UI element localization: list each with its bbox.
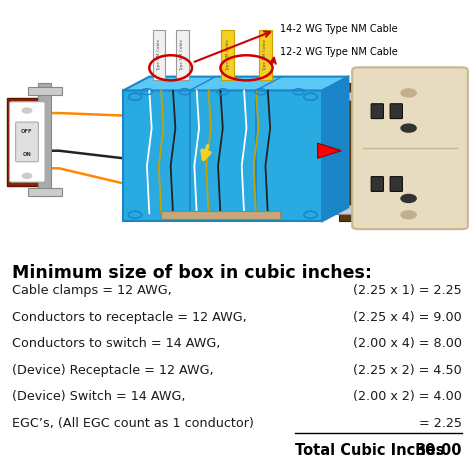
- Text: (2.25 x 4) = 9.00: (2.25 x 4) = 9.00: [353, 310, 462, 324]
- FancyBboxPatch shape: [16, 122, 38, 162]
- Text: (2.25 x 2) = 4.50: (2.25 x 2) = 4.50: [353, 364, 462, 377]
- Text: Type NM Cable: Type NM Cable: [157, 39, 161, 72]
- Circle shape: [401, 89, 416, 97]
- Text: Minimum size of box in cubic inches:: Minimum size of box in cubic inches:: [12, 264, 372, 282]
- Circle shape: [22, 173, 32, 178]
- Circle shape: [401, 124, 416, 132]
- Text: Total Cubic Inches: Total Cubic Inches: [295, 443, 445, 458]
- Bar: [153, 30, 165, 81]
- Text: Conductors to receptacle = 12 AWG,: Conductors to receptacle = 12 AWG,: [12, 310, 247, 324]
- Text: Type NM Cable: Type NM Cable: [181, 39, 184, 72]
- FancyBboxPatch shape: [371, 104, 383, 118]
- Polygon shape: [322, 77, 348, 221]
- Text: 30.00: 30.00: [416, 443, 462, 458]
- Bar: [7, 98, 50, 186]
- Bar: [28, 188, 62, 196]
- Bar: [259, 30, 272, 81]
- Text: (2.00 x 4) = 8.00: (2.00 x 4) = 8.00: [353, 337, 462, 350]
- Text: (2.00 x 2) = 4.00: (2.00 x 2) = 4.00: [353, 390, 462, 403]
- Text: Cable clamps = 12 AWG,: Cable clamps = 12 AWG,: [12, 284, 172, 297]
- FancyBboxPatch shape: [371, 177, 383, 191]
- Text: (Device) Receptacle = 12 AWG,: (Device) Receptacle = 12 AWG,: [12, 364, 214, 377]
- Bar: [38, 83, 51, 196]
- Text: Type NM Cable: Type NM Cable: [264, 39, 267, 72]
- Bar: [161, 211, 280, 219]
- Circle shape: [22, 108, 32, 113]
- Bar: [332, 85, 348, 206]
- Bar: [176, 30, 189, 81]
- FancyBboxPatch shape: [352, 67, 468, 229]
- Text: = 2.25: = 2.25: [419, 417, 462, 429]
- Text: OFF: OFF: [21, 129, 33, 135]
- Bar: [339, 83, 363, 221]
- Text: Type NM Cable: Type NM Cable: [226, 39, 229, 72]
- Bar: [28, 87, 62, 95]
- Polygon shape: [318, 143, 341, 158]
- Text: 14-2 WG Type NM Cable: 14-2 WG Type NM Cable: [280, 24, 397, 34]
- Text: ON: ON: [23, 152, 31, 157]
- FancyBboxPatch shape: [390, 177, 402, 191]
- Circle shape: [401, 194, 416, 202]
- FancyBboxPatch shape: [9, 102, 45, 182]
- Polygon shape: [123, 77, 348, 91]
- Text: (2.25 x 1) = 2.25: (2.25 x 1) = 2.25: [353, 284, 462, 297]
- Bar: [329, 205, 367, 213]
- Bar: [329, 91, 367, 100]
- Text: 12-2 WG Type NM Cable: 12-2 WG Type NM Cable: [280, 46, 397, 56]
- Bar: [221, 30, 234, 81]
- Text: Conductors to switch = 14 AWG,: Conductors to switch = 14 AWG,: [12, 337, 220, 350]
- FancyBboxPatch shape: [390, 104, 402, 118]
- Circle shape: [401, 211, 416, 219]
- Text: EGC’s, (All EGC count as 1 conductor): EGC’s, (All EGC count as 1 conductor): [12, 417, 254, 429]
- Bar: [123, 91, 322, 221]
- Text: (Device) Switch = 14 AWG,: (Device) Switch = 14 AWG,: [12, 390, 185, 403]
